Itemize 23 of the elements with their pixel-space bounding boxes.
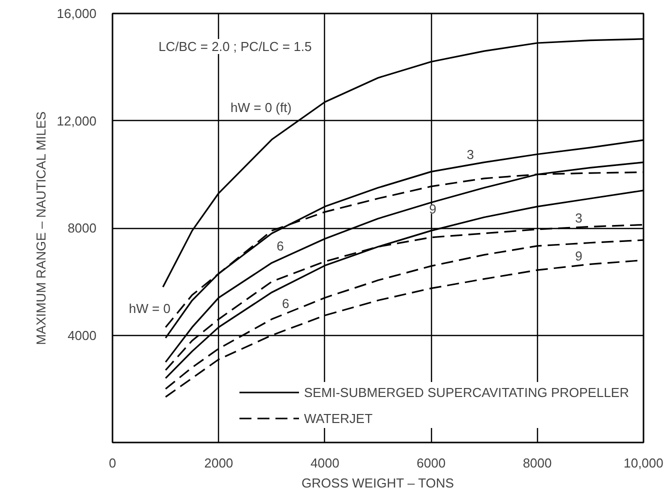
y-tick-label: 4000 — [68, 328, 96, 343]
x-axis-title: GROSS WEIGHT – TONS — [302, 476, 454, 490]
y-tick-label: 8000 — [68, 220, 96, 236]
annotation: 9 — [429, 202, 436, 217]
annotation: hW = 0 — [128, 300, 170, 316]
x-tick-label: 4000 — [310, 456, 340, 470]
y-axis-title: MAXIMUM RANGE – NAUTICAL MILES — [34, 111, 49, 346]
x-tick-label: 8000 — [522, 456, 552, 470]
x-tick-label: 0 — [108, 456, 116, 470]
annotation: 3 — [466, 146, 474, 162]
annotation: 3 — [575, 210, 582, 226]
annotation: 6 — [276, 238, 284, 254]
annotation: LC/BC = 2.0 ; PC/LC = 1.5 — [158, 39, 312, 54]
x-tick-label: 6000 — [416, 456, 446, 470]
y-tick-label: 12,000 — [56, 113, 97, 128]
annotation: 6 — [282, 296, 290, 311]
legend-label: SEMI-SUBMERGED SUPERCAVITATING PROPELLER — [304, 384, 629, 400]
x-tick-label: 2000 — [204, 456, 234, 470]
x-tick-label: 10,000 — [624, 456, 664, 470]
y-tick-label: 16,000 — [56, 6, 97, 21]
annotation: hW = 0 (ft) — [230, 100, 292, 115]
annotation: 9 — [575, 248, 582, 264]
legend-label: WATERJET — [304, 410, 373, 426]
